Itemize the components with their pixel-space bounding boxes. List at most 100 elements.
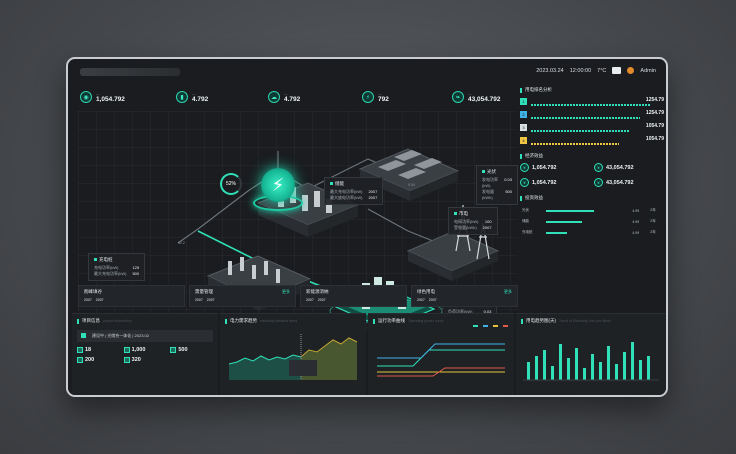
coin-icon: ¥: [520, 163, 529, 172]
stat-value: 1,000: [131, 347, 146, 353]
legend-swatch: [473, 324, 479, 328]
row-label: 储能: [522, 219, 529, 223]
meter-icon: ◉: [80, 91, 92, 103]
economy-value: 43,054.792: [606, 179, 634, 186]
cloud-icon: ☁: [268, 91, 280, 103]
ranking-item[interactable]: 3 1054.79: [520, 123, 664, 132]
lightning-icon[interactable]: ⚡: [261, 168, 295, 202]
more-link[interactable]: 更多: [504, 289, 512, 294]
tooltip-key: 发电功率(kW): [482, 177, 498, 188]
coin-icon: ¥: [520, 178, 529, 187]
user-name[interactable]: Admin: [640, 67, 656, 74]
more-link[interactable]: 更多: [282, 289, 290, 294]
stat-icon: [77, 347, 83, 353]
feature-card[interactable]: 削峰填谷 2007 2007: [78, 285, 185, 307]
charging-tooltip[interactable]: 充电桩 充电功率(kW) 125 最大充电功率(kW) 500: [88, 253, 146, 281]
app-title-blurred: [80, 68, 180, 76]
kpi-value: 4.792: [284, 95, 301, 103]
panel-subtitle: Operating power curve: [408, 319, 444, 323]
stat-icon: [123, 347, 130, 353]
feature-card[interactable]: 需量管理 更多 2007 2007: [189, 285, 296, 307]
table-row: 储能 4.99 2年: [520, 216, 664, 227]
ranking-item[interactable]: 2 1254.79: [520, 110, 664, 119]
legend-swatch: [493, 324, 499, 328]
usage-bar-chart: [523, 342, 659, 381]
rank-value: 1054.79: [645, 123, 664, 129]
dashboard-window: 2023.03.24 12:00:00 7°C Admin ◉ — 1,054.…: [66, 57, 668, 397]
invest-table: 光伏 4.99 2年 储能 4.99 2年 充电桩 4.99 2年: [520, 205, 664, 238]
plug-icon: ⚡: [362, 91, 374, 103]
rank-value: 1254.79: [645, 97, 664, 103]
tooltip-key: 发电量(kWh): [482, 189, 494, 200]
economy-item: ¥43,054.792: [594, 178, 664, 187]
project-status: 建设中 | 光储充一体化 | 2023.02: [92, 333, 149, 338]
kpi-card: ⚡ — 792: [362, 91, 389, 103]
invest-header: 投资效益: [520, 195, 664, 201]
panel-subtitle: project information: [103, 319, 132, 323]
kpi-label: —: [96, 91, 100, 96]
kpi-card: ▮ — 4.792: [176, 91, 208, 103]
stat-value: 18: [85, 347, 92, 353]
header-temp: 7°C: [597, 67, 607, 74]
tooltip-title: 市电: [454, 211, 492, 217]
chart-legend: [373, 324, 509, 328]
ranking-item[interactable]: 4 1054.79: [520, 136, 664, 145]
feature-card[interactable]: 新能源消纳 2007 2007: [300, 285, 407, 307]
feature-title: 绿色用电: [417, 289, 435, 294]
rank-bar: [531, 104, 651, 106]
panel-title: 项目信息: [82, 318, 100, 323]
feature-value: 2007: [428, 298, 437, 302]
usage-trend-panel: 用电趋势图(天) Trend of Electricity Use per Wee…: [516, 313, 666, 395]
stat-icon: [77, 357, 83, 363]
feature-value: 2007: [417, 298, 425, 302]
kpi-card: ◉ — 1,054.792: [80, 91, 125, 103]
flow-value: 52.2: [178, 241, 185, 245]
kpi-value: 792: [378, 95, 389, 103]
header-date: 2023.03.24: [536, 67, 564, 74]
feature-value: 2007: [306, 298, 314, 302]
economy-value: 43,054.792: [606, 164, 634, 171]
rank-value: 1054.79: [645, 136, 664, 142]
section-title: 投资效益: [525, 195, 543, 200]
invest-bar: [546, 209, 595, 212]
stat-value: 200: [85, 357, 95, 363]
tooltip-value: 0.03: [504, 177, 512, 182]
kpi-card: ❧ — 43,054.792: [452, 91, 501, 103]
rank-number: 3: [520, 124, 527, 131]
storage-tooltip[interactable]: 储能 最大充电功率(kW) 2007 最大放电功率(kW) 2007: [324, 177, 384, 205]
row-label: 光伏: [522, 208, 529, 212]
cell: 2年: [650, 230, 656, 234]
tooltip-value: 125: [132, 265, 140, 270]
coin-icon: ¥: [594, 163, 603, 172]
rank-number: 1: [520, 98, 527, 105]
kpi-label: —: [284, 91, 288, 96]
feature-card[interactable]: 绿色用电 更多 2007 2007: [411, 285, 518, 307]
stat-icon: [170, 347, 177, 353]
panel-title: 运行功率曲线: [378, 318, 405, 323]
grid-tooltip[interactable]: 市电 电网功率(kW) 100 受电量(kWh) 2007: [448, 207, 498, 235]
row-label: 充电桩: [522, 230, 533, 234]
feature-title: 新能源消纳: [306, 289, 329, 294]
stat-item: 200: [77, 357, 120, 363]
right-panel: 用电排名分析 1 1254.79 2 1254.79 3 1054.79 4 1…: [520, 87, 664, 307]
stat-item: 1,000: [123, 347, 167, 353]
rank-number: 4: [520, 137, 527, 144]
operating-chart: [377, 343, 505, 377]
economy-header: 经济效益: [520, 153, 664, 159]
tooltip-key: 最大充电功率(kW): [94, 271, 127, 276]
message-icon[interactable]: [612, 67, 622, 74]
stat-value: 320: [131, 357, 141, 363]
avatar[interactable]: [627, 67, 635, 74]
feature-value: 2007: [84, 298, 92, 302]
operating-power-panel: 运行功率曲线 Operating power curve: [368, 313, 514, 395]
coin-icon: ¥: [594, 178, 603, 187]
pv-tooltip[interactable]: 光伏 发电功率(kW) 0.03 发电量(kWh) 500: [476, 165, 518, 205]
kpi-value: 4.792: [192, 95, 209, 103]
tooltip-value: 2007: [482, 225, 492, 230]
ranking-item[interactable]: 1 1254.79: [520, 97, 664, 106]
header-time: 12:00:00: [569, 67, 592, 74]
project-info-panel: 项目信息 project information 建设中 | 光储充一体化 | 2…: [72, 313, 218, 395]
tooltip-value: 100: [484, 219, 492, 224]
tooltip-value: 2007: [368, 195, 378, 200]
economy-item: ¥1,054.792: [520, 178, 590, 187]
